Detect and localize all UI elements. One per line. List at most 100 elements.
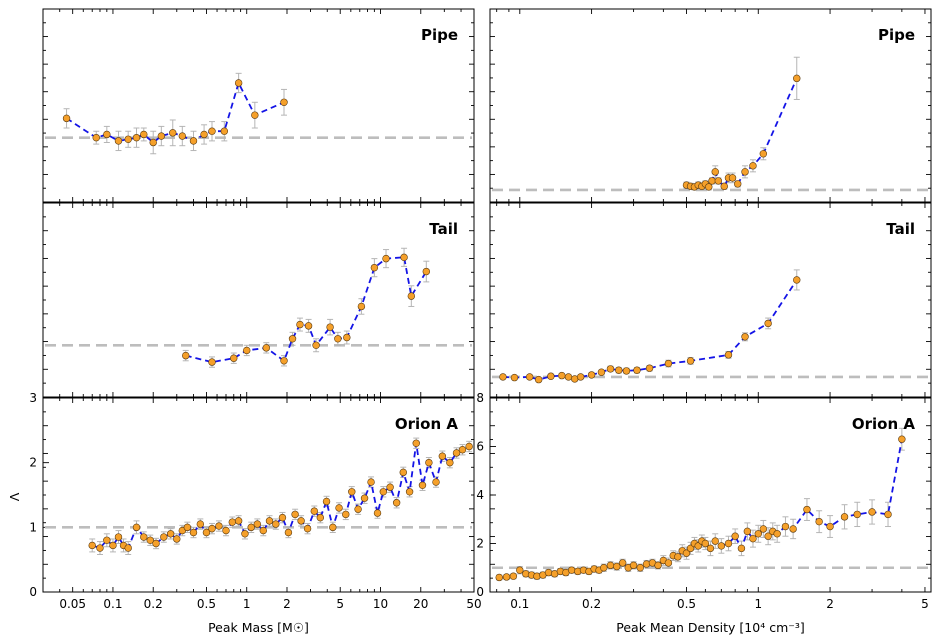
data-point: [728, 174, 737, 182]
data-point: [567, 566, 576, 574]
data-point: [898, 435, 906, 443]
x-tick-label: 2: [826, 597, 834, 611]
data-point: [132, 133, 141, 142]
data-point: [234, 517, 243, 525]
data-point: [405, 488, 414, 496]
x-tick-label: 0.2: [144, 597, 163, 611]
x-tick-label: 2: [283, 597, 291, 611]
data-point: [674, 553, 682, 561]
data-point: [407, 292, 416, 300]
data-point: [789, 525, 797, 533]
data-point: [793, 276, 801, 284]
y-tick-label: 4: [476, 488, 484, 502]
x-tick-label: 0.5: [677, 597, 696, 611]
panel-pipe-density: Pipe: [489, 8, 932, 203]
data-point: [642, 560, 651, 568]
data-point: [773, 530, 781, 538]
data-point: [645, 364, 654, 372]
data-point: [149, 138, 157, 147]
x-axis-label: Peak Mean Density [10⁴ cm⁻³]: [616, 620, 804, 635]
data-point: [157, 132, 166, 140]
data-point: [354, 505, 362, 513]
data-point: [853, 510, 861, 519]
panel-frame: [489, 202, 932, 398]
series-line: [91, 443, 470, 550]
data-point: [62, 114, 71, 123]
data-point: [215, 522, 223, 530]
data-point: [502, 573, 511, 581]
panel-title: Pipe: [878, 26, 915, 44]
data-point: [114, 533, 123, 541]
data-point: [686, 357, 695, 365]
panel-title: Orion A: [852, 415, 915, 433]
x-tick-label: 10: [373, 597, 388, 611]
data-point: [525, 373, 534, 381]
data-point: [597, 368, 606, 376]
data-point: [714, 177, 723, 185]
data-point: [322, 497, 331, 506]
data-point: [749, 534, 757, 543]
data-point: [103, 536, 111, 544]
data-point: [278, 513, 287, 522]
x-tick-label: 0.05: [59, 597, 86, 611]
data-point: [629, 561, 638, 570]
data-point: [613, 562, 621, 571]
data-point: [615, 366, 623, 374]
data-point: [868, 508, 876, 516]
data-point: [533, 572, 541, 580]
data-point: [737, 544, 746, 553]
y-tick-label: 8: [476, 391, 484, 405]
data-point: [241, 530, 249, 538]
data-point: [178, 132, 187, 140]
data-point: [432, 478, 440, 486]
data-point: [360, 494, 369, 502]
y-tick-label: 0: [476, 585, 484, 599]
data-point: [516, 566, 524, 574]
data-point: [173, 535, 181, 543]
data-point: [754, 530, 762, 538]
data-point: [88, 541, 96, 550]
data-point: [764, 319, 772, 328]
data-point: [499, 373, 507, 381]
data-point: [312, 341, 320, 349]
data-point: [114, 137, 123, 145]
data-point: [288, 335, 297, 343]
x-tick-label: 0.1: [510, 597, 529, 611]
data-point: [124, 544, 132, 552]
data-point: [495, 573, 503, 582]
data-point: [208, 524, 216, 533]
data-point: [200, 130, 208, 139]
data-point: [297, 517, 305, 525]
data-point: [606, 365, 615, 373]
data-point: [146, 536, 154, 544]
data-point: [458, 446, 467, 454]
data-point: [708, 177, 716, 185]
data-point: [618, 559, 627, 567]
panel-title: Orion A: [395, 415, 458, 433]
data-point: [109, 541, 117, 550]
data-point: [815, 517, 823, 526]
data-point: [272, 520, 280, 528]
data-point: [259, 526, 267, 535]
data-point: [92, 133, 100, 142]
data-point: [400, 253, 408, 262]
data-point: [262, 344, 270, 352]
data-point: [558, 371, 566, 380]
data-point: [534, 375, 543, 384]
data-point: [706, 544, 715, 553]
data-point: [228, 518, 236, 526]
y-tick-label: 0: [29, 585, 37, 599]
data-point: [622, 367, 631, 375]
data-point: [140, 533, 148, 541]
data-point: [724, 539, 733, 548]
x-tick-label: 20: [413, 597, 428, 611]
data-point: [247, 523, 255, 532]
series-line: [499, 439, 903, 579]
data-point: [367, 478, 375, 486]
y-tick-label: 2: [29, 456, 37, 470]
data-point: [564, 373, 573, 381]
panel-title: Tail: [429, 220, 458, 238]
series-line: [502, 279, 798, 381]
x-tick-label: 50: [466, 597, 481, 611]
